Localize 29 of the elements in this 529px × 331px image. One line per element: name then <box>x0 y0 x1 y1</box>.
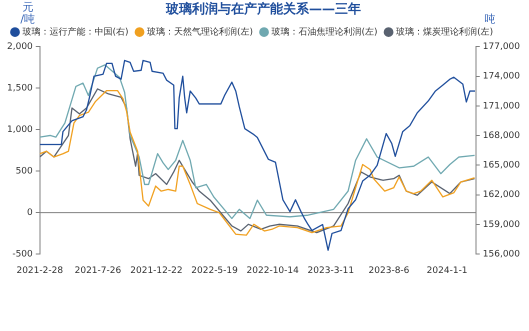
legend-label: 玻璃：天然气理论利润(左) <box>147 26 254 38</box>
x-tick-label: 2023-3-11 <box>308 266 354 276</box>
y2-tick-label: 165,000 <box>482 160 520 171</box>
y2-tick-label: 156,000 <box>482 250 520 260</box>
y-tick-label: 0 <box>27 208 34 218</box>
x-tick-label: 2023-8-6 <box>368 266 410 276</box>
y2-axis-title: 吨 <box>484 12 496 26</box>
y2-tick-label: 159,000 <box>482 220 520 230</box>
y2-tick-label: 171,000 <box>482 101 520 112</box>
legend-label: 玻璃：石油焦理论利润(左) <box>272 26 378 38</box>
y2-tick-label: 177,000 <box>482 42 520 52</box>
y-tick-label: 1,500 <box>7 83 34 94</box>
legend-label: 玻璃：煤炭理论利润(左) <box>396 26 494 38</box>
y-tick-label: -500 <box>12 250 34 260</box>
x-tick-label: 2022-5-19 <box>191 266 238 276</box>
y-tick-label: 2,000 <box>7 42 34 52</box>
y-axis-title: 元/吨 <box>20 0 36 26</box>
y2-tick-label: 162,000 <box>482 190 520 200</box>
x-tick-label: 2021-12-22 <box>130 266 183 276</box>
y2-tick-label: 168,000 <box>482 130 520 141</box>
y-tick-label: 500 <box>16 166 34 177</box>
chart-title: 玻璃利润与在产产能关系——三年 <box>165 1 361 18</box>
x-tick-label: 2021-2-28 <box>16 266 64 276</box>
x-tick-label: 2022-10-14 <box>246 266 300 276</box>
y-tick-label: 1,000 <box>7 124 34 135</box>
legend-label: 玻璃：运行产能：中国(右) <box>22 26 129 38</box>
x-tick-label: 2021-7-26 <box>74 266 122 276</box>
x-tick-label: 2024-1-1 <box>426 266 468 276</box>
y2-tick-label: 174,000 <box>482 72 520 82</box>
